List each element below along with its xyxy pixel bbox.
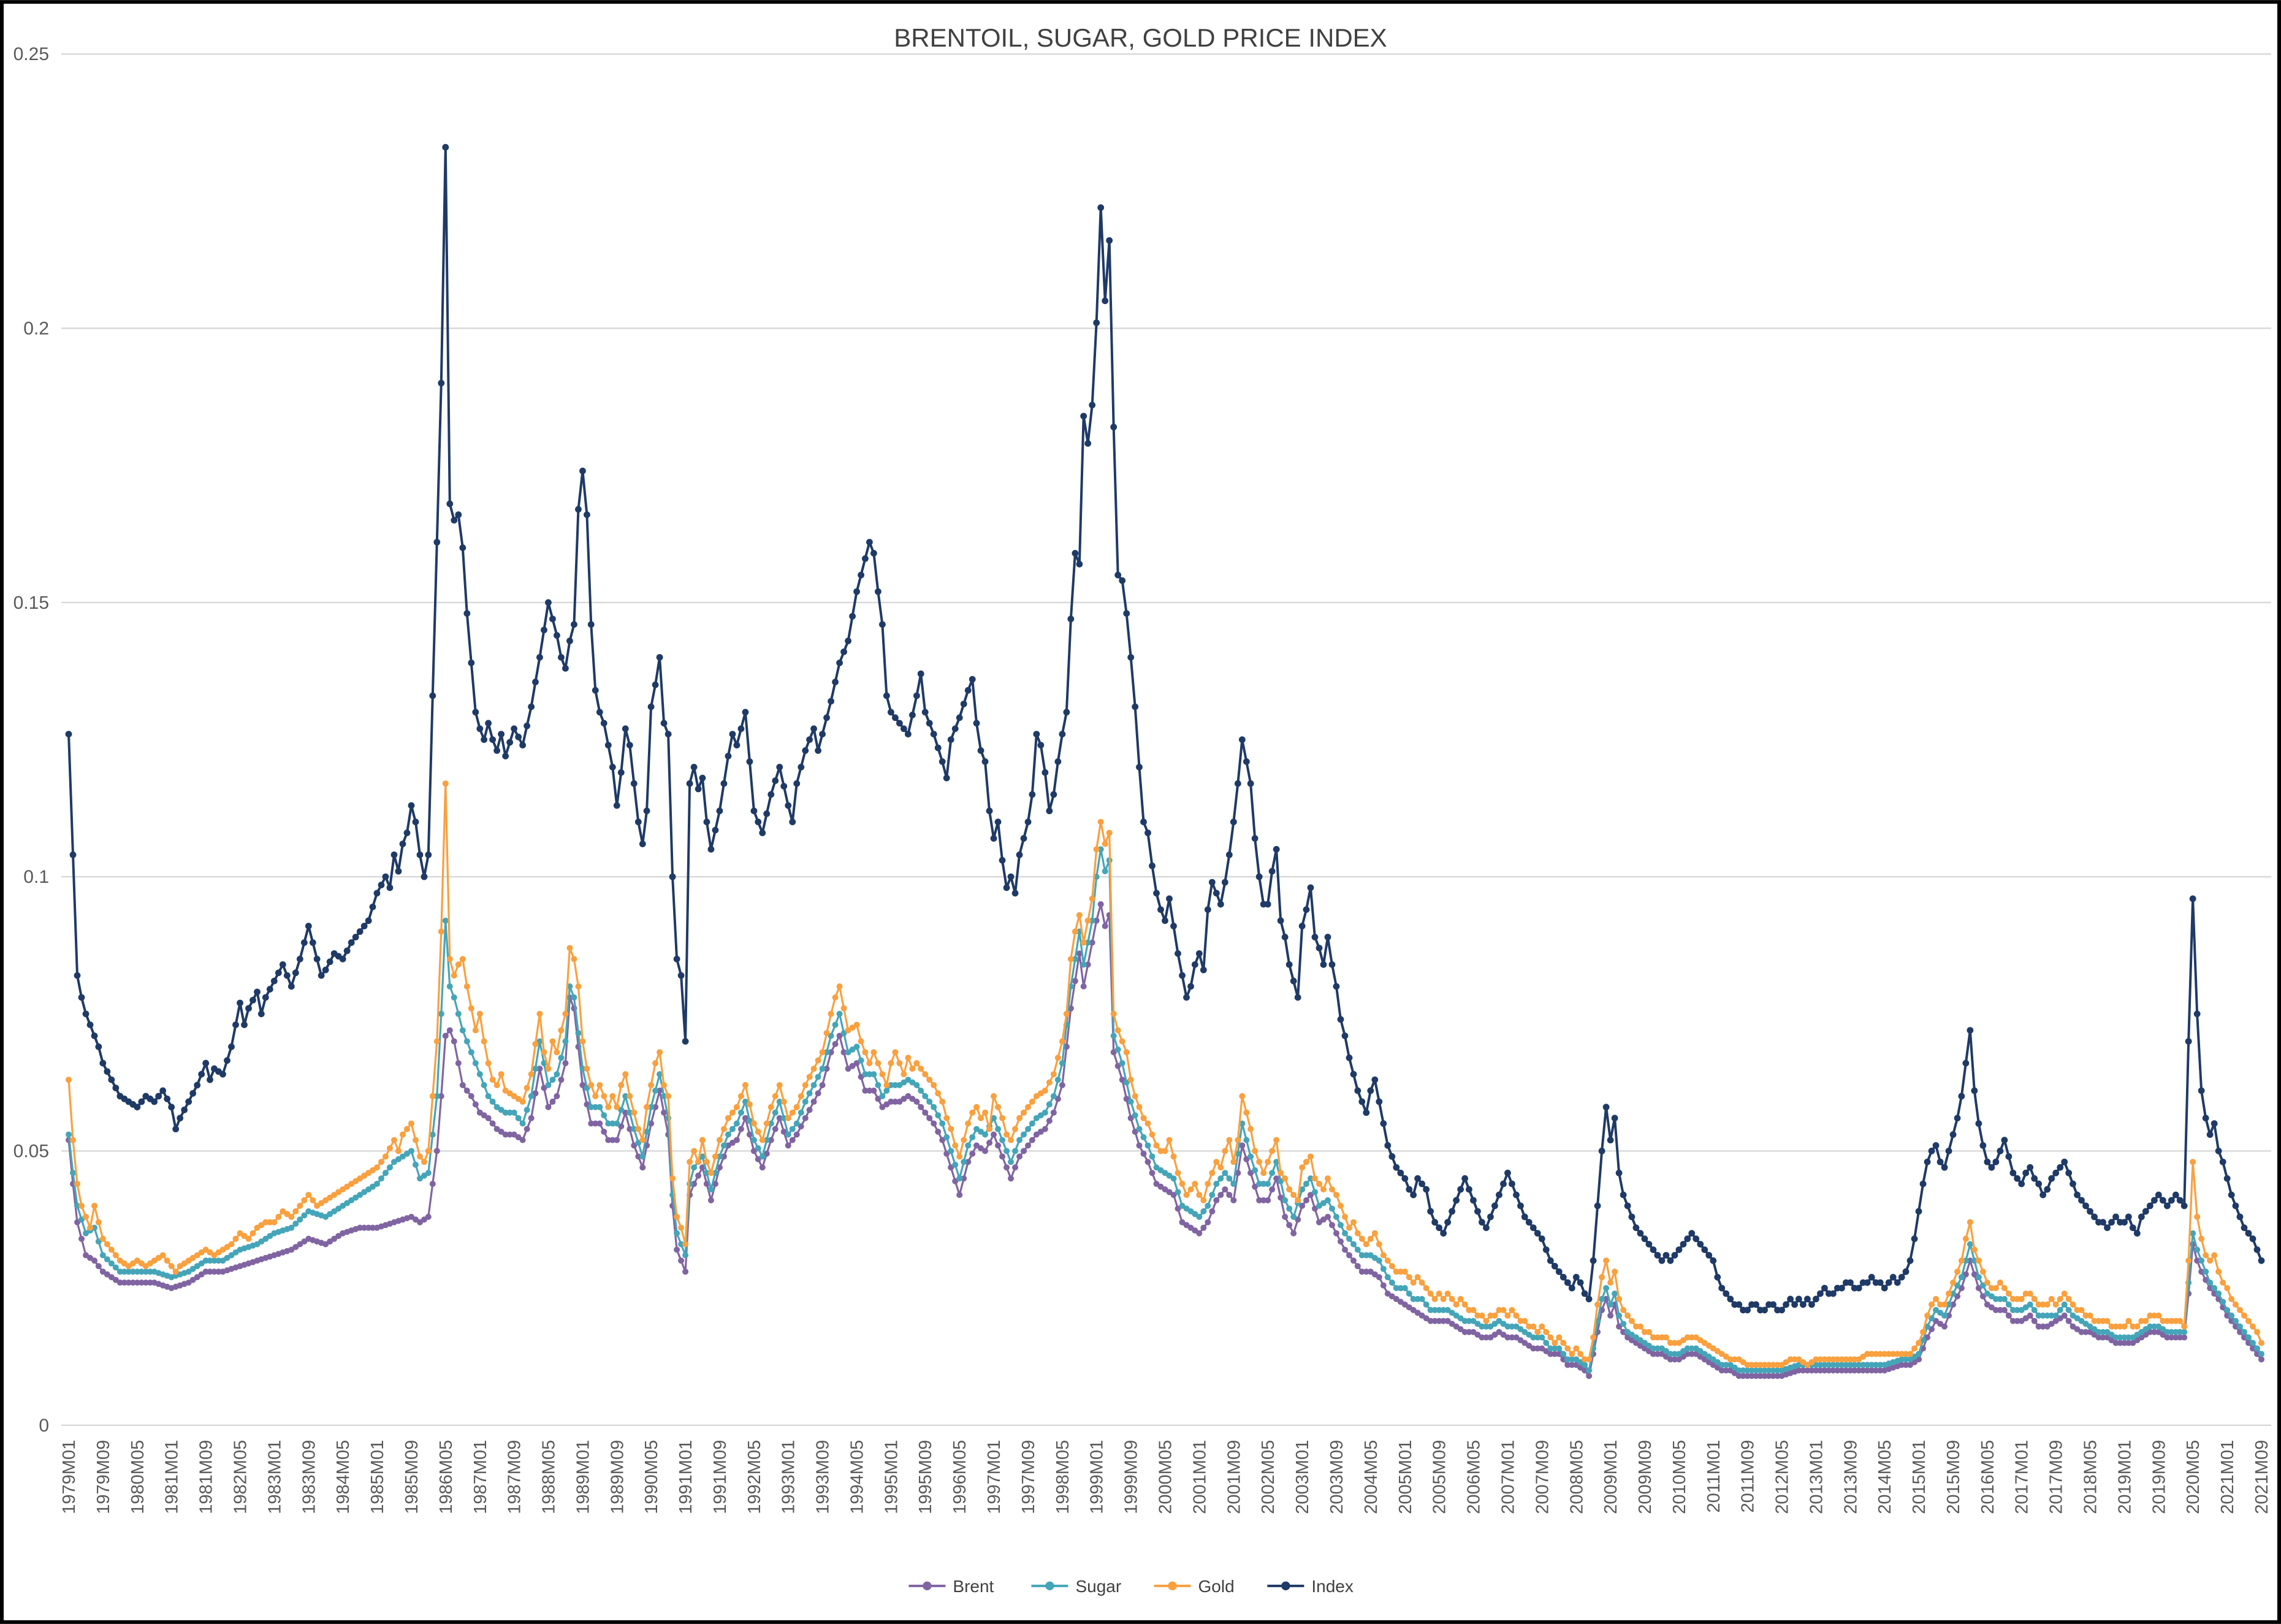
x-tick-label: 2007M09 (1533, 1440, 1552, 1514)
x-tick-label: 1983M01 (265, 1440, 284, 1514)
x-tick-label: 1989M01 (573, 1440, 593, 1514)
x-tick-label: 2013M01 (1807, 1440, 1826, 1514)
x-tick-label: 2002M05 (1259, 1440, 1278, 1514)
x-tick-label: 2009M09 (1636, 1440, 1655, 1514)
legend-label: Sugar (1075, 1577, 1121, 1596)
x-tick-label: 1993M01 (779, 1440, 799, 1514)
legend-marker-dot-icon (923, 1581, 932, 1591)
x-tick-label: 1991M01 (676, 1440, 696, 1514)
y-tick-label: 0 (39, 1416, 49, 1436)
x-tick-label: 1987M01 (471, 1440, 490, 1514)
x-tick-label: 2019M01 (2115, 1440, 2135, 1514)
chart-title: BRENTOIL, SUGAR, GOLD PRICE INDEX (894, 23, 1387, 52)
x-tick-label: 1979M09 (94, 1440, 113, 1514)
x-tick-label: 1989M09 (607, 1440, 627, 1514)
x-tick-label: 1984M05 (333, 1440, 353, 1514)
legend-marker-dot-icon (1281, 1581, 1290, 1591)
x-tick-label: 1993M09 (813, 1440, 833, 1514)
x-tick-label: 2001M09 (1224, 1440, 1244, 1514)
x-tick-label: 1994M05 (848, 1440, 867, 1514)
x-tick-label: 2004M05 (1361, 1440, 1381, 1514)
x-tick-label: 1999M01 (1087, 1440, 1107, 1514)
legend-item-index: Index (1267, 1577, 1354, 1596)
y-axis-labels: 0 0.05 0.1 0.15 0.2 0.25 (13, 44, 49, 1436)
x-tick-label: 1995M01 (882, 1440, 901, 1514)
x-tick-label: 1987M09 (505, 1440, 525, 1514)
x-tick-label: 2020M05 (2184, 1440, 2203, 1514)
x-tick-label: 2012M05 (1773, 1440, 1792, 1514)
x-tick-label: 2009M01 (1601, 1440, 1621, 1514)
y-tick-label: 0.15 (13, 593, 49, 613)
legend-marker-dot-icon (1168, 1581, 1177, 1591)
legend-item-gold: Gold (1154, 1577, 1235, 1596)
x-tick-label: 1981M01 (162, 1440, 182, 1514)
x-tick-label: 2013M09 (1841, 1440, 1860, 1514)
series-sugar (66, 846, 2264, 1374)
x-tick-label: 2008M05 (1567, 1440, 1586, 1514)
x-tick-label: 2005M01 (1396, 1440, 1415, 1514)
x-tick-label: 1997M09 (1019, 1440, 1038, 1514)
x-tick-label: 2003M01 (1293, 1440, 1312, 1514)
x-tick-label: 1992M05 (745, 1440, 764, 1514)
x-tick-label: 1981M09 (197, 1440, 216, 1514)
x-tick-label: 1985M01 (368, 1440, 387, 1514)
x-tick-label: 1999M09 (1122, 1440, 1141, 1514)
x-tick-label: 2003M09 (1327, 1440, 1347, 1514)
x-tick-label: 2017M09 (2047, 1440, 2066, 1514)
x-tick-label: 2017M01 (2013, 1440, 2032, 1514)
x-tick-label: 2021M01 (2218, 1440, 2237, 1514)
x-tick-label: 2021M09 (2252, 1440, 2272, 1514)
x-tick-label: 2015M09 (1944, 1440, 1963, 1514)
legend-label: Gold (1198, 1577, 1235, 1596)
legend-marker-dot-icon (1045, 1581, 1054, 1591)
series-index (65, 143, 2265, 1314)
x-tick-label: 2016M05 (1978, 1440, 1998, 1514)
x-tick-label: 2001M01 (1190, 1440, 1209, 1514)
legend: Brent Sugar Gold Index (908, 1577, 1354, 1596)
x-tick-label: 1979M01 (59, 1440, 79, 1514)
x-tick-label: 1985M09 (402, 1440, 422, 1514)
x-tick-label: 1986M05 (436, 1440, 456, 1514)
x-tick-label: 1996M05 (950, 1440, 970, 1514)
x-tick-label: 2005M09 (1430, 1440, 1450, 1514)
x-tick-label: 2014M05 (1875, 1440, 1895, 1514)
legend-label: Brent (953, 1577, 994, 1596)
x-tick-label: 1997M01 (984, 1440, 1004, 1514)
legend-item-sugar: Sugar (1031, 1577, 1121, 1596)
x-tick-label: 2011M01 (1704, 1440, 1724, 1513)
x-tick-label: 1988M05 (539, 1440, 558, 1514)
x-tick-label: 2000M05 (1156, 1440, 1176, 1514)
x-tick-label: 1980M05 (128, 1440, 148, 1514)
series-gold (66, 780, 2264, 1368)
legend-item-brent: Brent (908, 1577, 994, 1596)
x-tick-label: 1982M05 (231, 1440, 251, 1514)
x-tick-label: 2006M05 (1464, 1440, 1483, 1514)
x-tick-label: 2019M09 (2149, 1440, 2169, 1514)
legend-label: Index (1311, 1577, 1354, 1596)
x-tick-label: 1983M09 (299, 1440, 319, 1514)
x-axis-labels: 1979M01 1979M09 1980M05 1981M01 1981M09 1982M… (59, 1440, 2272, 1514)
x-tick-label: 2015M01 (1910, 1440, 1929, 1514)
y-tick-label: 0.05 (13, 1141, 49, 1161)
x-tick-label: 2011M09 (1738, 1440, 1758, 1513)
x-tick-label: 2007M01 (1498, 1440, 1518, 1514)
x-tick-label: 1990M05 (642, 1440, 661, 1514)
x-tick-label: 2010M05 (1670, 1440, 1689, 1514)
x-tick-label: 2018M05 (2081, 1440, 2101, 1514)
y-tick-label: 0.2 (23, 318, 49, 338)
x-tick-label: 1995M09 (916, 1440, 935, 1514)
y-tick-label: 0.1 (23, 867, 49, 887)
y-tick-label: 0.25 (13, 44, 49, 64)
x-tick-label: 1998M05 (1053, 1440, 1073, 1514)
x-tick-label: 1991M09 (710, 1440, 730, 1514)
